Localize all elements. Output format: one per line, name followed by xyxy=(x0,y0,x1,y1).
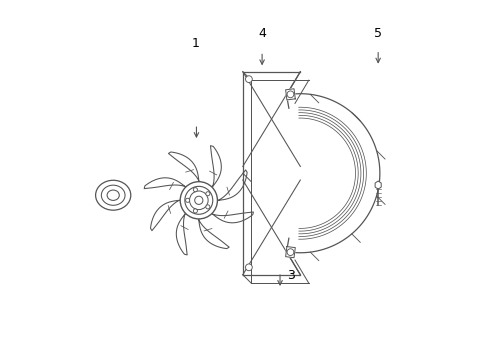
Circle shape xyxy=(193,188,197,192)
Polygon shape xyxy=(144,178,184,189)
Circle shape xyxy=(180,182,217,219)
Polygon shape xyxy=(285,89,295,100)
Text: 3: 3 xyxy=(286,269,295,282)
Polygon shape xyxy=(150,200,179,231)
Text: 5: 5 xyxy=(373,27,382,40)
Ellipse shape xyxy=(96,180,130,210)
Circle shape xyxy=(245,264,252,271)
Text: 2: 2 xyxy=(109,196,117,209)
Circle shape xyxy=(185,198,189,202)
Circle shape xyxy=(205,192,209,196)
Polygon shape xyxy=(374,181,381,189)
Text: 4: 4 xyxy=(258,27,265,40)
Circle shape xyxy=(286,249,293,256)
Polygon shape xyxy=(176,214,187,255)
Polygon shape xyxy=(285,247,295,258)
Polygon shape xyxy=(212,212,253,223)
Polygon shape xyxy=(218,170,246,200)
Polygon shape xyxy=(168,152,199,181)
Polygon shape xyxy=(199,220,229,249)
Polygon shape xyxy=(210,146,221,186)
Circle shape xyxy=(245,76,252,82)
Circle shape xyxy=(286,91,293,98)
Circle shape xyxy=(193,209,197,213)
Circle shape xyxy=(205,205,209,209)
Text: 1: 1 xyxy=(191,37,199,50)
